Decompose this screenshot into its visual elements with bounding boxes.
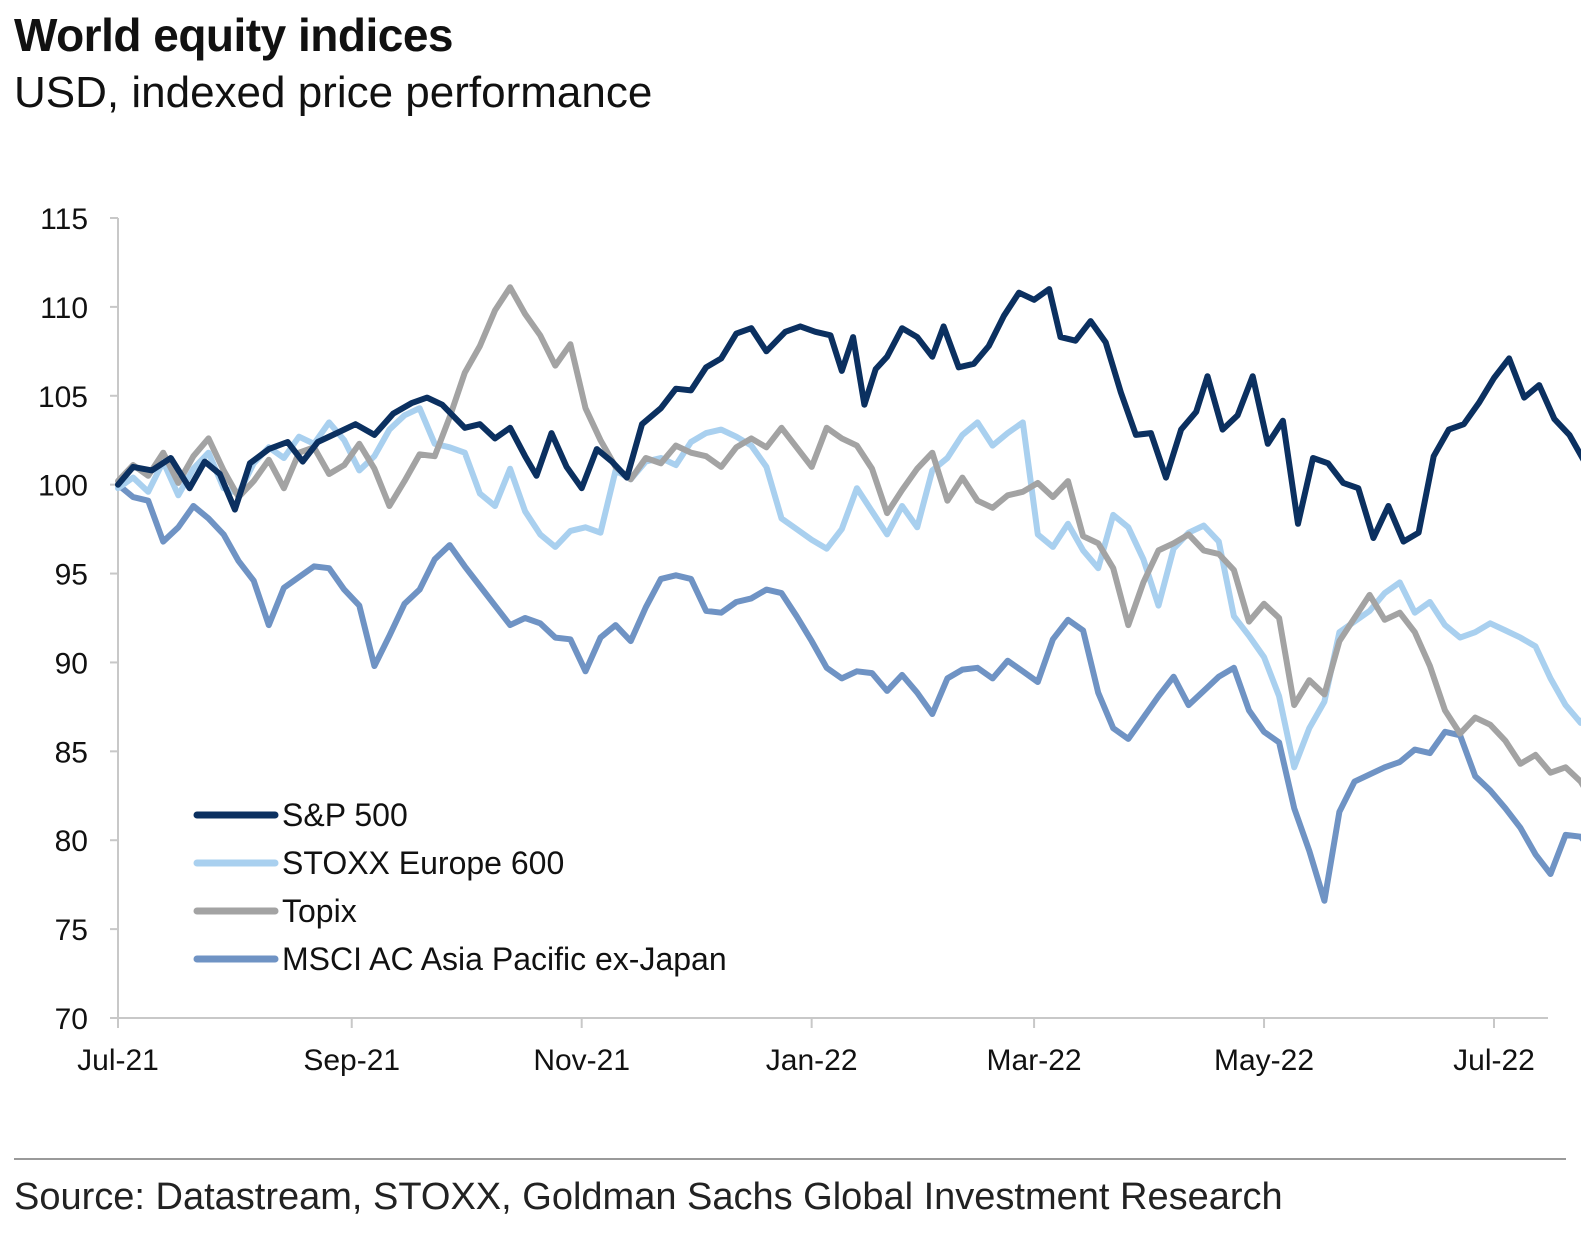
- x-tick-label: Jul-21: [77, 1044, 159, 1077]
- y-tick-label: 100: [38, 470, 88, 503]
- chart-title: World equity indices: [14, 9, 454, 61]
- x-tick-label: Jul-22: [1453, 1044, 1535, 1077]
- y-tick-label: 115: [40, 203, 88, 236]
- series-line-msci-ac-asia-pacific-ex-japan: [115, 481, 1581, 904]
- x-tick-label: Sep-21: [303, 1044, 400, 1077]
- footer-divider: [14, 1158, 1566, 1160]
- legend-label: STOXX Europe 600: [282, 845, 564, 881]
- y-tick-label: 80: [55, 825, 88, 858]
- y-tick-label: 95: [55, 559, 88, 592]
- y-tick-label: 110: [40, 292, 88, 325]
- source-note: Source: Datastream, STOXX, Goldman Sachs…: [14, 1176, 1283, 1218]
- series-lines: [115, 284, 1581, 904]
- y-tick-label: 85: [55, 736, 88, 769]
- x-tick-labels: Jul-21 Sep-21 Nov-21 Jan-22 Mar-22 May-22 Jul-…: [77, 1044, 1535, 1077]
- y-tick-label: 70: [55, 1003, 88, 1036]
- chart-subtitle: USD, indexed price performance: [14, 68, 653, 117]
- axes: [110, 217, 1548, 1028]
- legend-label: MSCI AC Asia Pacific ex-Japan: [282, 941, 727, 977]
- series-line-topix: [115, 284, 1581, 788]
- equity-line-chart: 70 75 80 85 90 95 100 105 110 115 Jul-21 Sep-21 Nov…: [38, 203, 1581, 1077]
- y-tick-labels: 70 75 80 85 90 95 100 105 110 115: [38, 203, 88, 1036]
- series-line-s-p-500: [115, 286, 1581, 545]
- y-tick-label: 90: [55, 647, 88, 680]
- x-tick-label: Mar-22: [987, 1044, 1082, 1077]
- legend-label: S&P 500: [282, 797, 408, 833]
- y-tick-label: 105: [38, 381, 88, 414]
- legend: S&P 500 STOXX Europe 600 Topix MSCI AC Asia…: [193, 797, 727, 977]
- legend-label: Topix: [282, 893, 357, 929]
- series-line-stoxx-europe-600: [115, 405, 1581, 771]
- x-tick-label: Nov-21: [533, 1044, 630, 1077]
- x-tick-label: May-22: [1214, 1044, 1314, 1077]
- x-tick-label: Jan-22: [766, 1044, 858, 1077]
- y-tick-label: 75: [55, 914, 88, 947]
